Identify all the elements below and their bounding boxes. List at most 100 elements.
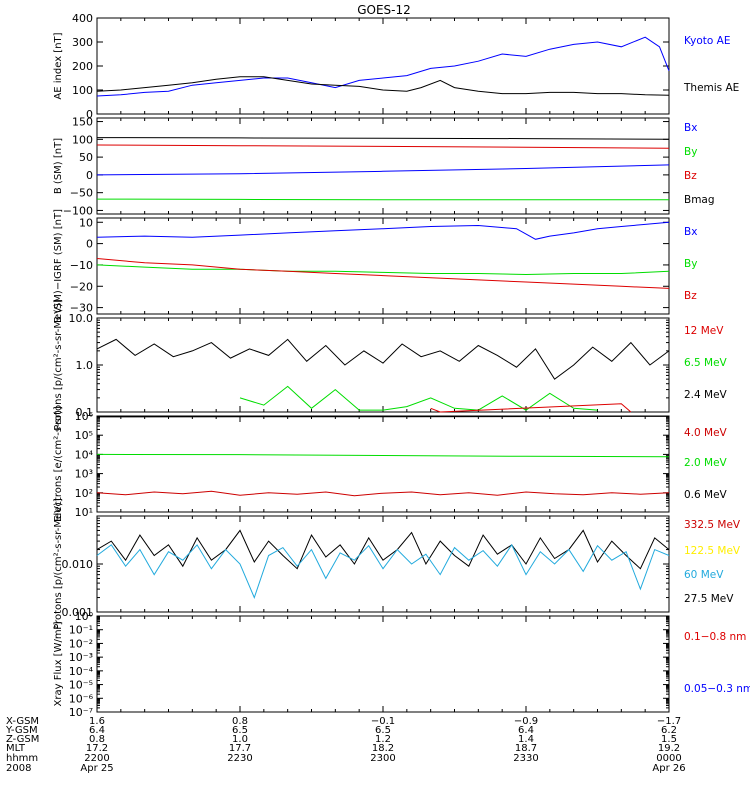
x-row-value: 0.8 bbox=[89, 734, 105, 745]
y-tick-label: 10⁻³ bbox=[69, 651, 93, 664]
x-row-label: 2008 bbox=[6, 763, 31, 774]
y-tick-label: 150 bbox=[72, 116, 93, 129]
panel-frame bbox=[96, 415, 670, 513]
series-bmag bbox=[96, 137, 670, 140]
x-row-value: Apr 26 bbox=[652, 763, 685, 774]
y-tick-label: 10 bbox=[79, 216, 93, 229]
legend-item: By bbox=[684, 258, 697, 270]
x-row-value: −0.1 bbox=[371, 716, 395, 727]
y-tick-label: −10 bbox=[70, 259, 93, 272]
y-tick-label: 10⁶ bbox=[75, 410, 94, 423]
legend-item: 0.1−0.8 nm bbox=[684, 631, 746, 643]
y-tick-label: 1.0 bbox=[76, 359, 94, 372]
series-kyoto-ae bbox=[96, 36, 670, 97]
legend-item: 0.6 MeV bbox=[684, 489, 728, 501]
legend-item: 332.5 MeV bbox=[684, 519, 741, 531]
x-row-value: 1.0 bbox=[232, 734, 248, 745]
x-row-value: 1.6 bbox=[89, 716, 105, 727]
series-bx bbox=[96, 221, 670, 240]
y-tick-label: 10⁰ bbox=[75, 610, 94, 623]
x-row-value: 18.7 bbox=[515, 743, 537, 754]
y-tick-label: −100 bbox=[63, 204, 93, 217]
y-tick-label: 10.0 bbox=[69, 312, 94, 325]
x-row-value: 6.5 bbox=[375, 725, 391, 736]
legend-item: 2.0 MeV bbox=[684, 457, 728, 469]
x-row-value: 6.5 bbox=[232, 725, 248, 736]
legend-item: 0.05−0.3 nm bbox=[684, 683, 750, 695]
x-row-value: 2200 bbox=[84, 753, 109, 764]
panel-5: 10¹ 10² 10³ 10⁴ 10⁵ 10⁶ Electrons [e/(cm²-s-sr… bbox=[53, 406, 728, 522]
y-tick-label: 10² bbox=[75, 487, 93, 500]
x-row-value: 6.4 bbox=[89, 725, 105, 736]
y-tick-label: 0.001 bbox=[62, 606, 94, 619]
series-6-5-mev bbox=[239, 385, 598, 411]
y-tick-label: 50 bbox=[79, 151, 93, 164]
y-tick-label: 10⁻⁴ bbox=[69, 665, 94, 678]
y-tick-label: 100 bbox=[72, 84, 93, 97]
panel-frame bbox=[96, 615, 670, 713]
y-tick-label: 10⁴ bbox=[75, 448, 94, 461]
panel-3: −30 −20 −10 0 10 B (SM)−IGRF (SM) [nT] Bx By Bz bbox=[53, 209, 697, 323]
x-row-value: −1.7 bbox=[657, 716, 681, 727]
y-tick-label: 0 bbox=[86, 238, 93, 251]
legend-item: Bz bbox=[684, 170, 697, 182]
series-4-0-mev bbox=[96, 490, 670, 497]
x-row-label: Y-GSM bbox=[5, 725, 38, 736]
y-tick-label: 100 bbox=[72, 133, 93, 146]
x-row-label: MLT bbox=[6, 743, 26, 754]
x-row-value: 6.2 bbox=[661, 725, 677, 736]
legend-item: By bbox=[684, 146, 697, 158]
legend-item: Bx bbox=[684, 226, 697, 238]
y-tick-label: 10³ bbox=[75, 468, 93, 481]
legend-item: Bmag bbox=[684, 194, 715, 206]
legend-item: 60 MeV bbox=[684, 569, 724, 581]
x-row-value: 1.2 bbox=[375, 734, 391, 745]
y-tick-label: 0 bbox=[86, 108, 93, 121]
y-axis-label: B (SM) [nT] bbox=[53, 138, 64, 194]
y-tick-label: 300 bbox=[72, 36, 93, 49]
y-axis-label: B (SM)−IGRF (SM) [nT] bbox=[53, 209, 64, 323]
x-row-label: Z-GSM bbox=[6, 734, 39, 745]
panel-frame bbox=[96, 217, 670, 315]
y-tick-label: −50 bbox=[70, 187, 93, 200]
y-axis-label: Protons [p/(cm²-s-sr-MeV)] bbox=[53, 498, 64, 630]
y-tick-label: 10⁻⁵ bbox=[69, 679, 93, 692]
y-tick-label: 200 bbox=[72, 60, 93, 73]
x-row-label: X-GSM bbox=[6, 716, 39, 727]
x-row-value: 0.8 bbox=[232, 716, 248, 727]
series-bz bbox=[96, 144, 670, 149]
series-27-5-mev bbox=[96, 529, 670, 570]
legend-item: Bz bbox=[684, 290, 697, 302]
y-tick-label: 10¹ bbox=[75, 506, 93, 519]
series-60-mev bbox=[96, 543, 670, 600]
legend-item: Themis AE bbox=[683, 82, 739, 94]
y-axis-label: Xray Flux [W/m²] bbox=[53, 621, 64, 706]
x-row-value: 2230 bbox=[227, 753, 252, 764]
y-tick-label: 400 bbox=[72, 12, 93, 25]
y-axis-label: AE index [nT] bbox=[53, 32, 64, 99]
panel-4: 0.1 1.0 10.0 Protons [p/(cm²-s-sr-MeV)] 12 M… bbox=[53, 299, 728, 431]
series-by bbox=[96, 198, 669, 201]
series-0-6-mev bbox=[96, 415, 670, 418]
y-tick-label: 0.010 bbox=[62, 558, 94, 571]
x-row-value: 2300 bbox=[370, 753, 395, 764]
y-axis-label: Protons [p/(cm²-s-sr-MeV)] bbox=[53, 299, 64, 431]
y-tick-label: 10⁻⁶ bbox=[69, 692, 94, 705]
x-row-label: hhmm bbox=[6, 753, 38, 764]
x-row-value: 1.5 bbox=[661, 734, 677, 745]
y-axis-label: Electrons [e/(cm²-s-sr)] bbox=[53, 406, 64, 522]
x-row-value: 17.2 bbox=[86, 743, 108, 754]
legend-item: 4.0 MeV bbox=[684, 427, 728, 439]
x-row-value: Apr 25 bbox=[80, 763, 113, 774]
x-row-value: 6.4 bbox=[518, 725, 534, 736]
x-axis-table: X-GSM 1.6 0.8 −0.1 −0.9 −1.7 Y-GSM 6.4 6.5 6.5 6.4… bbox=[5, 716, 686, 774]
y-tick-label: 10⁻¹ bbox=[69, 624, 93, 637]
legend-item: 2.4 MeV bbox=[684, 389, 728, 401]
x-row-value: 18.2 bbox=[372, 743, 394, 754]
y-tick-label: −30 bbox=[70, 302, 93, 315]
legend-item: 122.5 MeV bbox=[684, 545, 741, 557]
legend-item: 27.5 MeV bbox=[684, 593, 734, 605]
